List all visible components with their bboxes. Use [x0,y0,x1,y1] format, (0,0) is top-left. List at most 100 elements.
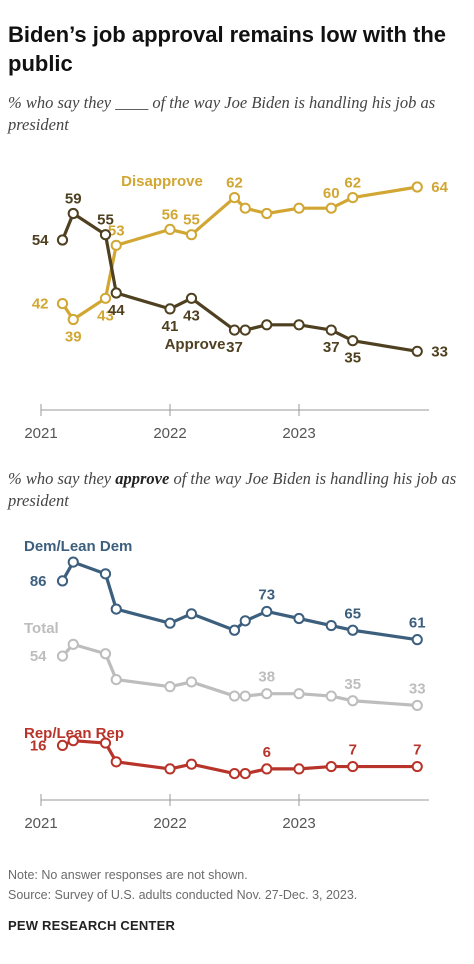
chart1-point-disapprove-2022-08 [239,202,251,214]
chart1-point-approve-2021-07 [99,229,112,241]
chart1-point-disapprove-2023-06 [347,192,359,204]
chart2-point-dem-lean-dem-2022-10 [261,605,273,618]
chart1-data-label-approve-2023-06: 35 [344,350,361,367]
chart1-point-approve-2021-08 [110,287,122,299]
chart2-subtitle-post: of the way Joe Biden is handling his job… [8,469,457,510]
chart1-x-tick-label-2022: 2022 [153,425,186,442]
chart1-data-label-approve-2021-07: 55 [97,212,114,229]
chart1-point-disapprove-2023-01 [293,202,305,214]
chart1-data-label-approve-2023-04: 37 [323,339,340,356]
chart2-data-label-total-2022-10: 38 [258,669,275,686]
chart2-x-tick-label-2022: 2022 [153,815,186,832]
chart1-data-label-disapprove-2022-01: 56 [162,206,179,223]
chart1-data-label-approve-2022-03: 43 [183,307,200,324]
chart2-point-rep-lean-rep-2021-03 [56,739,69,751]
chart1-point-approve-2022-07 [228,324,241,336]
chart2-point-dem-lean-dem-2021-04 [67,556,79,568]
chart2-line-dem-lean-dem [61,560,418,642]
chart2-x-tick-label-2023: 2023 [282,815,315,832]
chart1-series-label-approve: Approve [165,336,226,353]
chart1-data-label-disapprove-2023-06: 62 [344,175,361,192]
chart1-point-disapprove-2022-03 [185,229,198,241]
chart1-subtitle: % who say they ____ of the way Joe Biden… [8,93,436,134]
chart2-data-label-rep-lean-rep-2021-03: 16 [30,737,47,754]
chart2-point-rep-lean-rep-2022-10 [261,763,273,775]
chart1-data-label-approve-2021-04: 59 [65,191,82,208]
chart1-data-label-disapprove-2021-08: 53 [108,222,125,239]
chart1-data-label-disapprove-2021-04: 39 [65,329,82,346]
chart1-point-disapprove-2021-07 [99,292,112,304]
chart-title: Biden’s job approval remains low with th… [8,22,447,76]
pew-brand-logo: PEW RESEARCH CENTER [8,918,176,933]
chart1-series-label-disapprove: Disapprove [121,173,203,190]
chart1-point-approve-2022-10 [261,319,273,331]
chart2-point-rep-lean-rep-2023-12 [411,760,423,773]
chart1-point-approve-2023-04 [325,324,337,336]
chart1-point-disapprove-2021-03 [56,298,69,310]
note-text: Note: No answer responses are not shown. [8,868,248,882]
chart2-point-rep-lean-rep-2022-01 [164,763,176,775]
chart2-subtitle-bold: approve [115,469,170,488]
chart2-approval-by-party: 2021 2022 2023 86 73 65 61 Dem/Lean Dem 54 38 35 33… [24,538,429,832]
chart2-point-dem-lean-dem-2022-01 [164,617,176,629]
chart2-point-rep-lean-rep-2022-07 [228,768,241,780]
chart2-point-total-2021-08 [110,674,122,686]
chart2-point-dem-lean-dem-2022-08 [239,615,251,627]
chart1-data-label-disapprove-2021-03: 42 [32,296,49,313]
chart2-series-label-dem-lean-dem: Dem/Lean Dem [24,538,132,555]
chart1-point-approve-2021-03 [56,234,69,246]
chart1-point-disapprove-2022-07 [228,192,241,204]
chart2-point-dem-lean-dem-2022-07 [228,624,241,636]
chart1-point-approve-2021-04 [67,207,79,220]
chart1-data-label-approve-2023-12: 33 [431,343,448,360]
chart2-point-dem-lean-dem-2023-06 [347,624,359,636]
chart2-point-rep-lean-rep-2023-04 [325,760,337,773]
chart1-point-disapprove-2022-10 [261,207,273,220]
chart1-point-disapprove-2022-01 [164,223,176,236]
chart2-point-rep-lean-rep-2023-01 [293,763,305,775]
chart2-data-label-dem-lean-dem-2021-03: 86 [30,573,47,590]
chart2-point-dem-lean-dem-2021-08 [110,603,122,615]
chart1-point-approve-2023-01 [293,319,305,331]
chart1-data-label-approve-2021-08: 44 [108,302,125,319]
chart2-point-dem-lean-dem-2021-07 [99,568,112,580]
chart2-point-total-2023-12 [411,699,423,712]
chart2-series-label-rep-lean-rep: Rep/Lean Rep [24,725,124,742]
chart1-point-approve-2022-08 [239,324,251,336]
source-text: Source: Survey of U.S. adults conducted … [8,888,358,902]
chart1-point-disapprove-2023-04 [325,202,337,214]
chart1-x-tick-label-2023: 2023 [282,425,315,442]
chart1-point-approve-2022-03 [185,292,198,304]
chart2-point-total-2022-07 [228,690,241,702]
chart2-data-label-dem-lean-dem-2023-12: 61 [409,615,426,632]
chart2-subtitle: % who say they approve of the way Joe Bi… [8,468,468,512]
chart2-data-label-rep-lean-rep-2022-10: 6 [263,744,271,761]
chart1-point-disapprove-2023-12 [411,181,423,193]
chart2-point-total-2021-07 [99,648,112,660]
chart2-point-rep-lean-rep-2021-07 [99,737,112,749]
chart2-point-total-2023-04 [325,690,337,702]
chart1-data-label-disapprove-2022-07: 62 [226,175,243,192]
chart2-point-dem-lean-dem-2022-03 [185,608,198,620]
chart2-point-total-2022-10 [261,688,273,700]
chart1-data-label-approve-2022-07: 37 [226,339,243,356]
chart1-x-tick-label-2021: 2021 [24,425,57,442]
chart1-point-approve-2022-01 [164,303,176,315]
chart2-x-tick-label-2021: 2021 [24,815,57,832]
chart2-data-label-rep-lean-rep-2023-12: 7 [413,742,421,759]
chart1-point-approve-2023-12 [411,345,423,357]
chart1-data-label-approve-2021-03: 54 [32,232,49,249]
chart2-point-total-2021-04 [67,638,79,650]
chart2-point-total-2022-08 [239,690,251,702]
chart2-point-total-2023-06 [347,695,359,707]
chart2-point-total-2023-01 [293,688,305,700]
chart1-data-label-disapprove-2023-04: 60 [323,185,340,202]
chart2-point-dem-lean-dem-2023-12 [411,634,423,646]
chart2-point-dem-lean-dem-2021-03 [56,575,69,587]
chart2-point-rep-lean-rep-2023-06 [347,760,359,773]
chart2-point-dem-lean-dem-2023-04 [325,619,337,632]
chart2-subtitle-pre: % who say they [8,469,116,488]
chart2-point-rep-lean-rep-2021-08 [110,756,122,768]
chart2-data-label-rep-lean-rep-2023-06: 7 [349,742,357,759]
chart2-data-label-total-2023-06: 35 [344,676,361,693]
